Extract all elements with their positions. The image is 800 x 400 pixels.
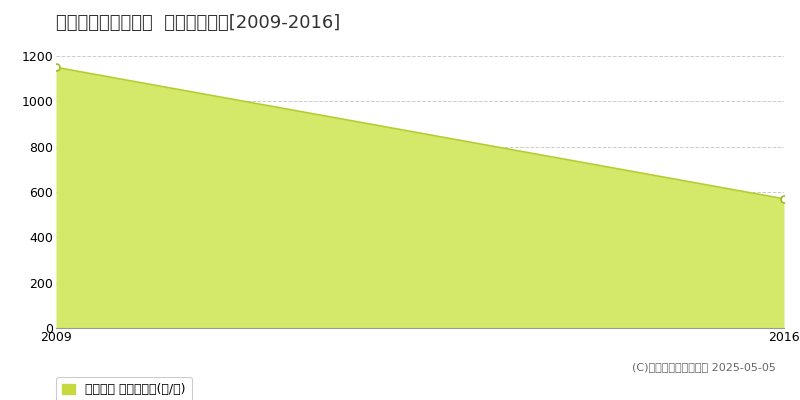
Text: (C)土地価格ドットコム 2025-05-05: (C)土地価格ドットコム 2025-05-05 <box>632 362 776 372</box>
Text: いわき市三和町差塩  林地価格推移[2009-2016]: いわき市三和町差塩 林地価格推移[2009-2016] <box>56 14 340 32</box>
Legend: 林地価格 平均坪単価(円/坪): 林地価格 平均坪単価(円/坪) <box>56 377 191 400</box>
